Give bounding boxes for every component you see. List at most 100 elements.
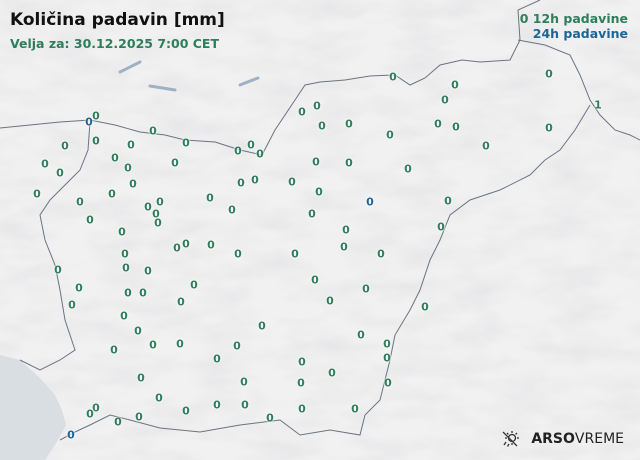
- station-value[interactable]: 0: [258, 319, 266, 333]
- station-value[interactable]: 0: [120, 309, 128, 323]
- station-value[interactable]: 0: [298, 355, 306, 369]
- station-value[interactable]: 0: [362, 282, 370, 296]
- station-value[interactable]: 0: [54, 263, 62, 277]
- station-value[interactable]: 0: [298, 105, 306, 119]
- station-value[interactable]: 0: [176, 337, 184, 351]
- station-value[interactable]: 0: [121, 247, 129, 261]
- station-value[interactable]: 0: [76, 195, 84, 209]
- station-value[interactable]: 0: [144, 264, 152, 278]
- station-value[interactable]: 0: [213, 352, 221, 366]
- station-value[interactable]: 0: [288, 175, 296, 189]
- station-value[interactable]: 0: [437, 220, 445, 234]
- station-value[interactable]: 0: [340, 240, 348, 254]
- station-value[interactable]: 0: [108, 187, 116, 201]
- station-value[interactable]: 0: [154, 216, 162, 230]
- station-value[interactable]: 0: [384, 376, 392, 390]
- station-value[interactable]: 0: [92, 109, 100, 123]
- station-value[interactable]: 0: [61, 139, 69, 153]
- station-value[interactable]: 0: [357, 328, 365, 342]
- station-value[interactable]: 0: [137, 371, 145, 385]
- station-value[interactable]: 0: [110, 343, 118, 357]
- station-value[interactable]: 0: [383, 337, 391, 351]
- station-value[interactable]: 0: [326, 294, 334, 308]
- station-value[interactable]: 0: [149, 338, 157, 352]
- station-value[interactable]: 0: [298, 402, 306, 416]
- station-value[interactable]: 0: [177, 295, 185, 309]
- station-value[interactable]: 0: [149, 124, 157, 138]
- station-value[interactable]: 0: [241, 398, 249, 412]
- station-value[interactable]: 0: [182, 136, 190, 150]
- station-value[interactable]: 0: [127, 138, 135, 152]
- station-value[interactable]: 0: [111, 151, 119, 165]
- station-value[interactable]: 0: [233, 339, 241, 353]
- station-value[interactable]: 0: [124, 161, 132, 175]
- station-value[interactable]: 0: [311, 273, 319, 287]
- station-value[interactable]: 0: [190, 278, 198, 292]
- station-value[interactable]: 0: [452, 120, 460, 134]
- station-value[interactable]: 0: [266, 411, 274, 425]
- station-value[interactable]: 0: [86, 213, 94, 227]
- station-value[interactable]: 0: [75, 281, 83, 295]
- station-value[interactable]: 0: [404, 162, 412, 176]
- station-value[interactable]: 0: [114, 415, 122, 429]
- station-value[interactable]: 0: [256, 147, 264, 161]
- station-value[interactable]: 0: [545, 67, 553, 81]
- station-value[interactable]: 0: [345, 117, 353, 131]
- station-value[interactable]: 0: [308, 207, 316, 221]
- station-value[interactable]: 0: [118, 225, 126, 239]
- station-value[interactable]: 0: [207, 238, 215, 252]
- station-value[interactable]: 0: [144, 200, 152, 214]
- station-value[interactable]: 0: [139, 286, 147, 300]
- station-value[interactable]: 0: [155, 391, 163, 405]
- station-value[interactable]: 0: [182, 404, 190, 418]
- station-value[interactable]: 0: [482, 139, 490, 153]
- station-value[interactable]: 0: [386, 128, 394, 142]
- station-value[interactable]: 0: [33, 187, 41, 201]
- station-value[interactable]: 0: [228, 203, 236, 217]
- station-value[interactable]: 1: [594, 98, 602, 112]
- station-value[interactable]: 0: [173, 241, 181, 255]
- station-value[interactable]: 0: [234, 247, 242, 261]
- station-value[interactable]: 0: [383, 351, 391, 365]
- station-value[interactable]: 0: [377, 247, 385, 261]
- station-value[interactable]: 0: [234, 144, 242, 158]
- station-value[interactable]: 0: [545, 121, 553, 135]
- station-value[interactable]: 0: [421, 300, 429, 314]
- station-value[interactable]: 0: [444, 194, 452, 208]
- station-value[interactable]: 0: [68, 298, 76, 312]
- station-value[interactable]: 0: [345, 156, 353, 170]
- station-value[interactable]: 0: [318, 119, 326, 133]
- station-value[interactable]: 0: [85, 115, 93, 129]
- station-value[interactable]: 0: [389, 70, 397, 84]
- station-value[interactable]: 0: [313, 99, 321, 113]
- station-value[interactable]: 0: [67, 428, 75, 442]
- station-value[interactable]: 0: [124, 286, 132, 300]
- station-value[interactable]: 0: [134, 324, 142, 338]
- station-value[interactable]: 0: [247, 138, 255, 152]
- station-value[interactable]: 0: [441, 93, 449, 107]
- station-value[interactable]: 0: [171, 156, 179, 170]
- station-value[interactable]: 0: [297, 376, 305, 390]
- station-value[interactable]: 0: [451, 78, 459, 92]
- station-value[interactable]: 0: [342, 223, 350, 237]
- station-value[interactable]: 0: [351, 402, 359, 416]
- station-value[interactable]: 0: [366, 195, 374, 209]
- station-value[interactable]: 0: [152, 207, 160, 221]
- station-value[interactable]: 0: [92, 401, 100, 415]
- station-value[interactable]: 0: [156, 195, 164, 209]
- station-value[interactable]: 0: [92, 134, 100, 148]
- station-value[interactable]: 0: [206, 191, 214, 205]
- station-value[interactable]: 0: [122, 261, 130, 275]
- station-value[interactable]: 0: [237, 176, 245, 190]
- station-value[interactable]: 0: [213, 398, 221, 412]
- station-value[interactable]: 0: [182, 237, 190, 251]
- station-value[interactable]: 0: [135, 410, 143, 424]
- station-value[interactable]: 0: [129, 177, 137, 191]
- station-value[interactable]: 0: [291, 247, 299, 261]
- station-value[interactable]: 0: [315, 185, 323, 199]
- station-value[interactable]: 0: [86, 407, 94, 421]
- station-value[interactable]: 0: [41, 157, 49, 171]
- station-value[interactable]: 0: [56, 166, 64, 180]
- station-value[interactable]: 0: [251, 173, 259, 187]
